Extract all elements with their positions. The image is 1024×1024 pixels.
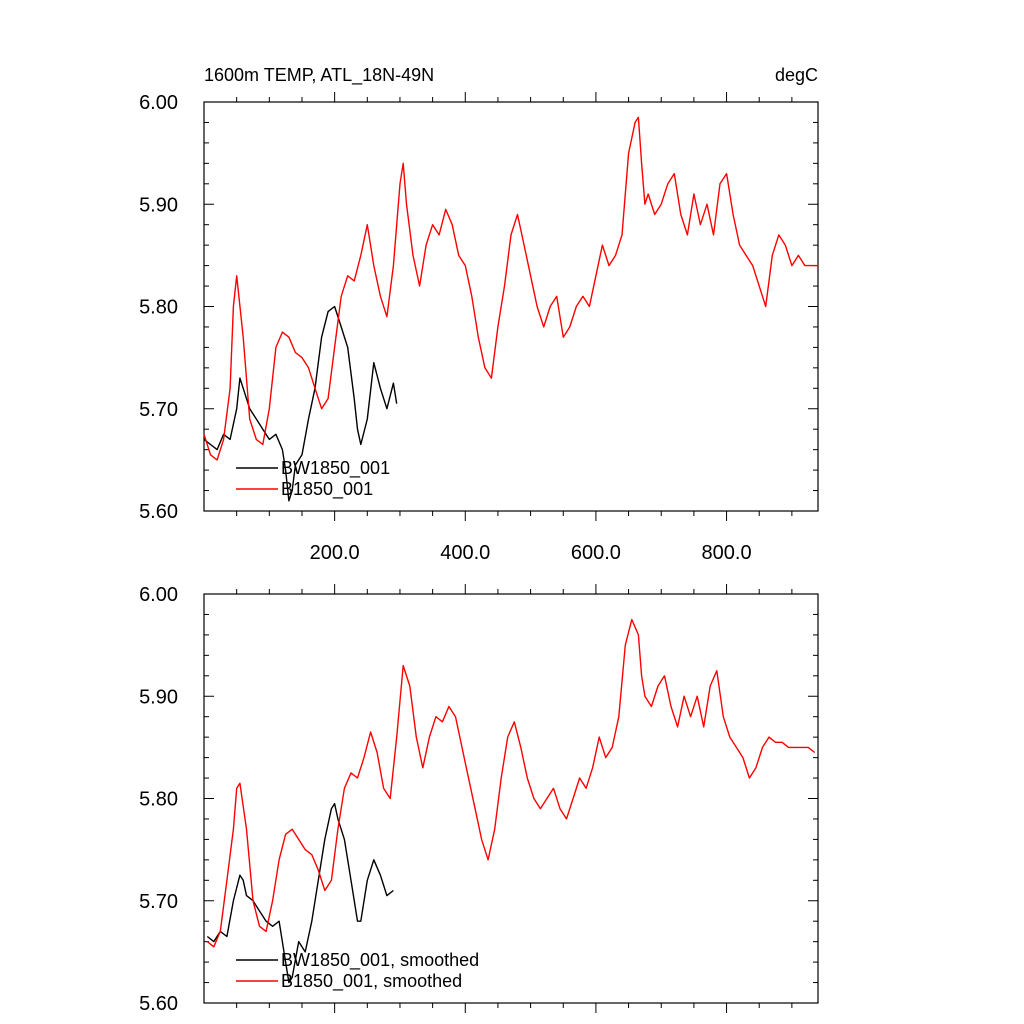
- x-tick-label: 400.0: [440, 542, 490, 564]
- series-line-black: [203, 305, 398, 502]
- x-tick-label: 200.0: [310, 542, 360, 564]
- y-tick-label: 6.00: [139, 584, 178, 606]
- plot-frame: [203, 593, 819, 1004]
- legend-label: BW1850_001, smoothed: [281, 950, 479, 971]
- y-tick-label: 5.80: [139, 789, 178, 811]
- y-tick-label: 5.70: [139, 399, 178, 421]
- x-tick-label: 600.0: [571, 542, 621, 564]
- legend-label: B1850_001, smoothed: [281, 971, 462, 992]
- legend-label: B1850_001: [281, 479, 373, 500]
- series-line-red: [206, 618, 816, 948]
- y-tick-label: 5.60: [139, 501, 178, 523]
- y-tick-label: 6.00: [139, 92, 178, 114]
- chart-title: 1600m TEMP, ATL_18N-49N: [204, 65, 434, 86]
- chart-unit-label: degC: [775, 65, 818, 85]
- y-tick-label: 5.90: [139, 194, 178, 216]
- x-tick-label: 800.0: [702, 542, 752, 564]
- y-tick-label: 5.70: [139, 891, 178, 913]
- y-tick-label: 5.80: [139, 297, 178, 319]
- series-line-black: [206, 802, 394, 984]
- series-line-red: [203, 116, 818, 461]
- plot-frame: [203, 101, 819, 512]
- y-tick-label: 5.90: [139, 686, 178, 708]
- legend-label: BW1850_001: [281, 458, 390, 479]
- y-tick-label: 5.60: [139, 993, 178, 1015]
